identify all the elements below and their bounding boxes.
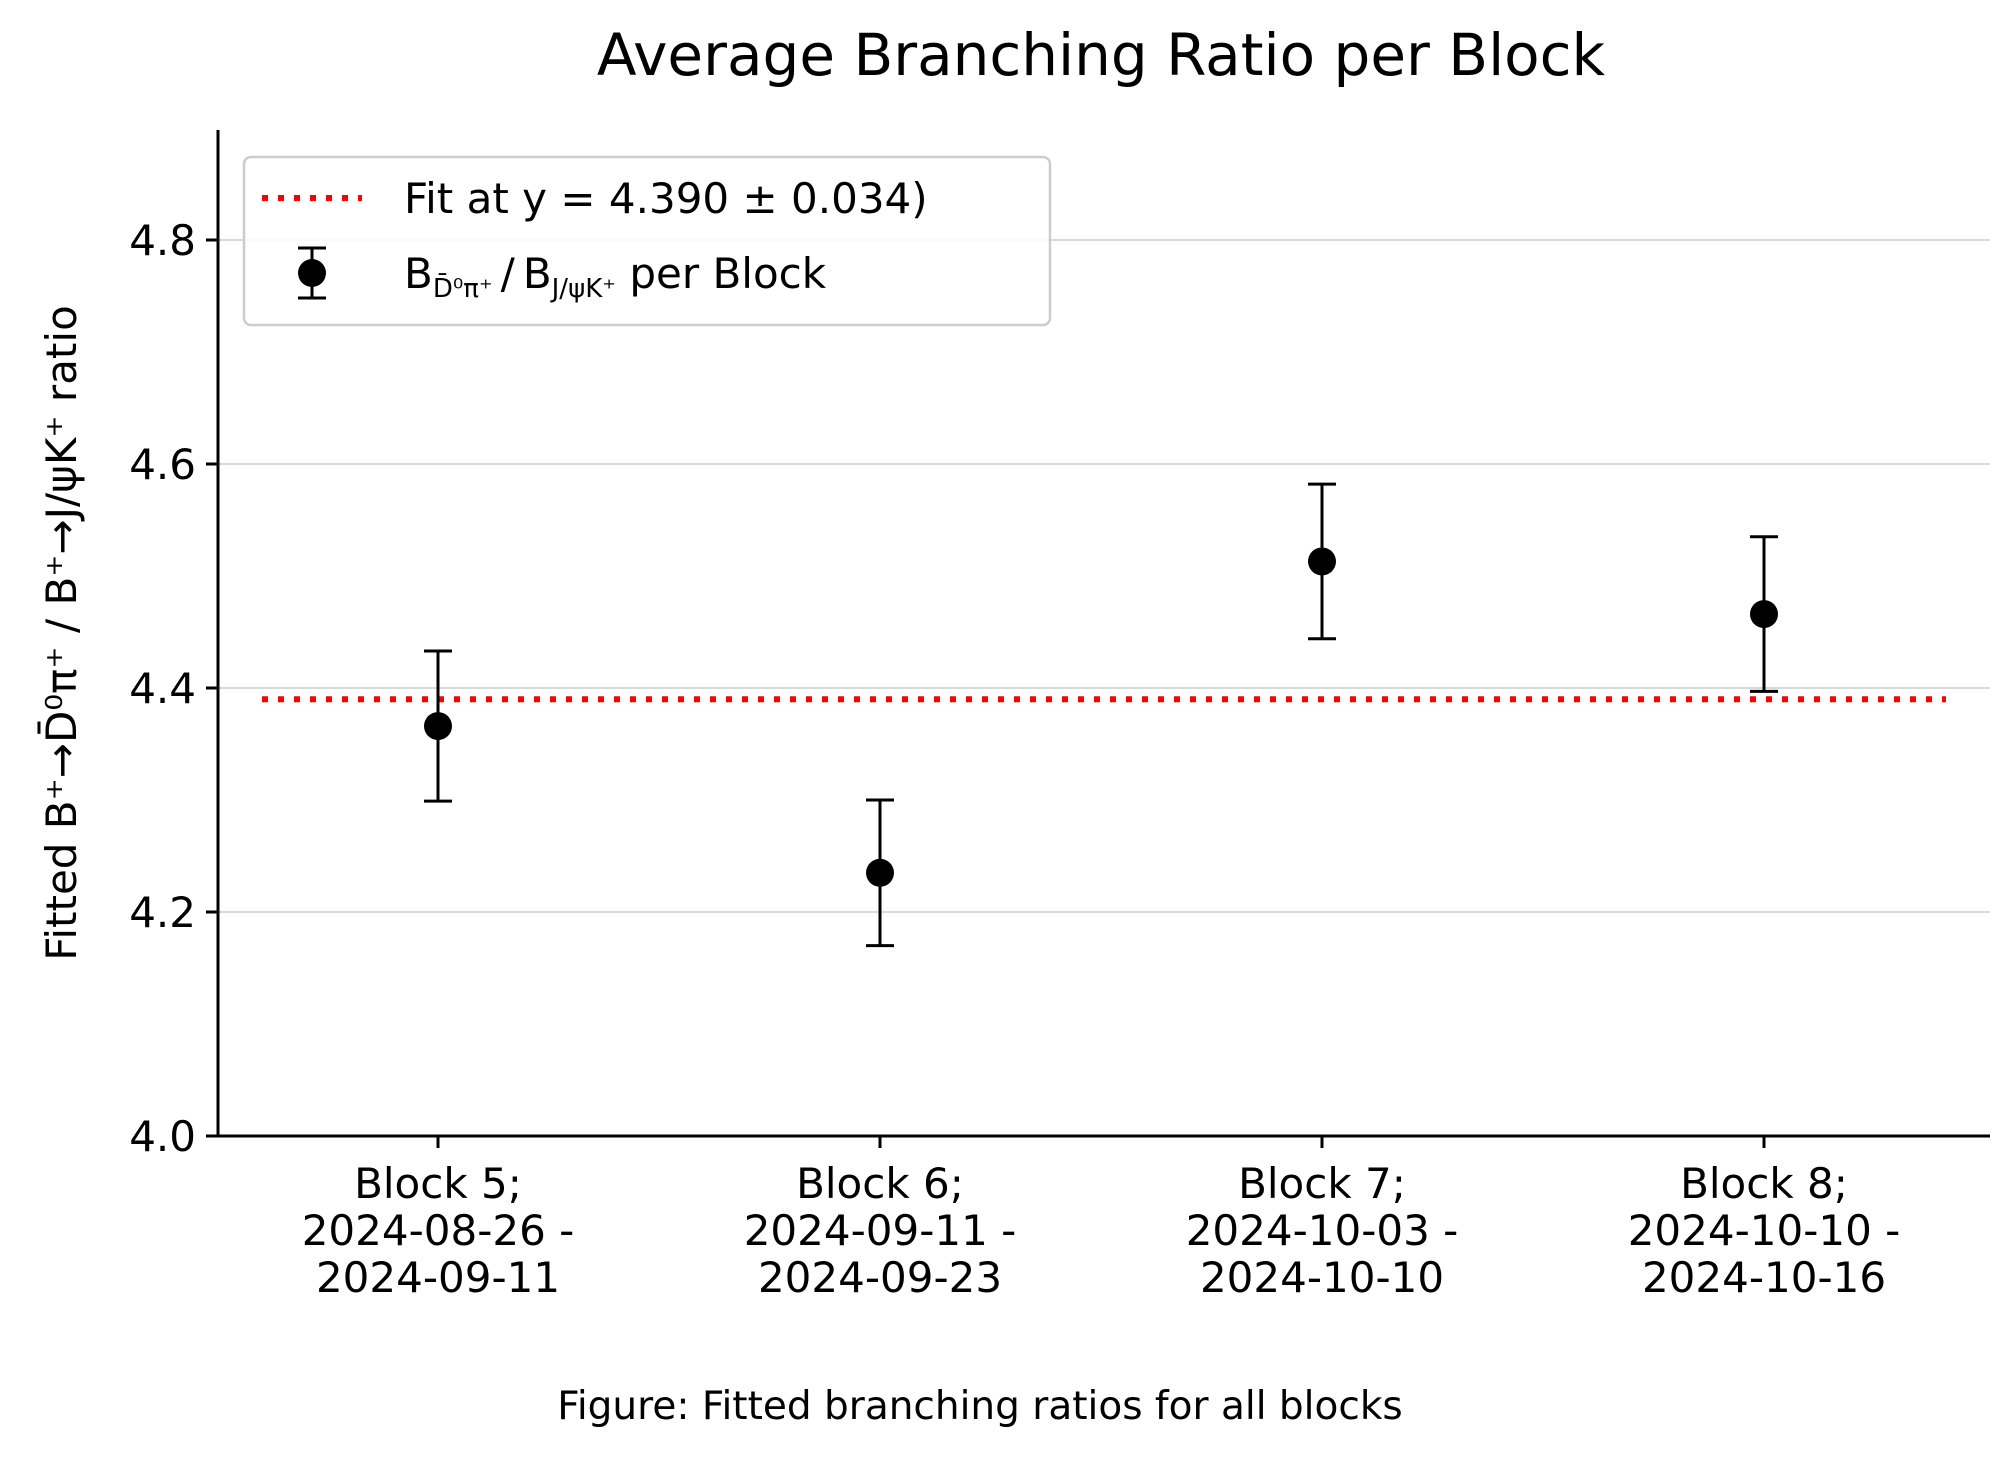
axes [216,130,1990,1138]
y-axis-label: Fitted B⁺→D̄⁰π⁺ / B⁺→J/ψK⁺ ratio [35,305,86,961]
data-point [866,858,894,887]
x-tick-label-line: 2024-10-03 - [1186,1206,1459,1255]
x-tick-label: Block 6; 2024-09-11 -2024-09-23 [744,1159,1017,1302]
x-tick-label-line: 2024-09-11 [316,1253,560,1302]
figure-caption: Figure: Fitted branching ratios for all … [557,1384,1403,1429]
y-tick-label: 4.2 [129,888,196,937]
data-points [424,482,1778,948]
y-tick-label: 4.4 [129,664,196,713]
x-tick-label-line: Block 6; [796,1159,964,1208]
legend-fit-label: Fit at y = 4.390 ± 0.034) [404,174,928,223]
legend-series-slash: / [501,249,516,298]
grid-lines [218,239,1990,913]
legend-series-label: BD̄⁰π⁺ / BJ/ψK⁺ per Block [404,249,827,304]
x-tick-label-line: Block 5; [354,1159,522,1208]
x-tick-label: Block 7; 2024-10-03 -2024-10-10 [1186,1159,1459,1302]
x-tick-label-line: 2024-10-10 [1200,1253,1444,1302]
data-point [1750,600,1778,629]
legend: Fit at y = 4.390 ± 0.034) BD̄⁰π⁺ / BJ/ψK⁺ … [242,155,1052,327]
x-tick-label-line: 2024-09-23 [758,1253,1002,1302]
y-tick-label: 4.8 [129,216,196,265]
y-tick-label: 4.0 [129,1112,196,1161]
legend-series-b2: B [523,249,552,298]
legend-series-b1: B [404,249,433,298]
x-tick-label-line: 2024-10-10 - [1628,1206,1901,1255]
legend-box [242,155,1052,327]
y-ticks: 4.0 4.2 4.4 4.6 4.8 [129,216,218,1161]
legend-point-marker [298,259,326,287]
legend-series-sub2: J/ψK⁺ [550,274,616,304]
x-tick-label-line: 2024-09-11 - [744,1206,1017,1255]
data-point [1308,547,1336,576]
chart-title: Average Branching Ratio per Block [597,21,1606,89]
legend-series-rest: per Block [616,249,827,298]
y-tick-label: 4.6 [129,440,196,489]
x-tick-label-line: 2024-08-26 - [302,1206,575,1255]
data-point [424,712,452,741]
x-tick-label-line: 2024-10-16 [1642,1253,1886,1302]
x-tick-label-line: Block 8; [1680,1159,1848,1208]
legend-series-sub1: D̄⁰π⁺ [433,272,493,304]
x-tick-label: Block 5; 2024-08-26 -2024-09-11 [302,1159,575,1302]
x-tick-label: Block 8; 2024-10-10 -2024-10-16 [1628,1159,1901,1302]
x-tick-label-line: Block 7; [1238,1159,1406,1208]
